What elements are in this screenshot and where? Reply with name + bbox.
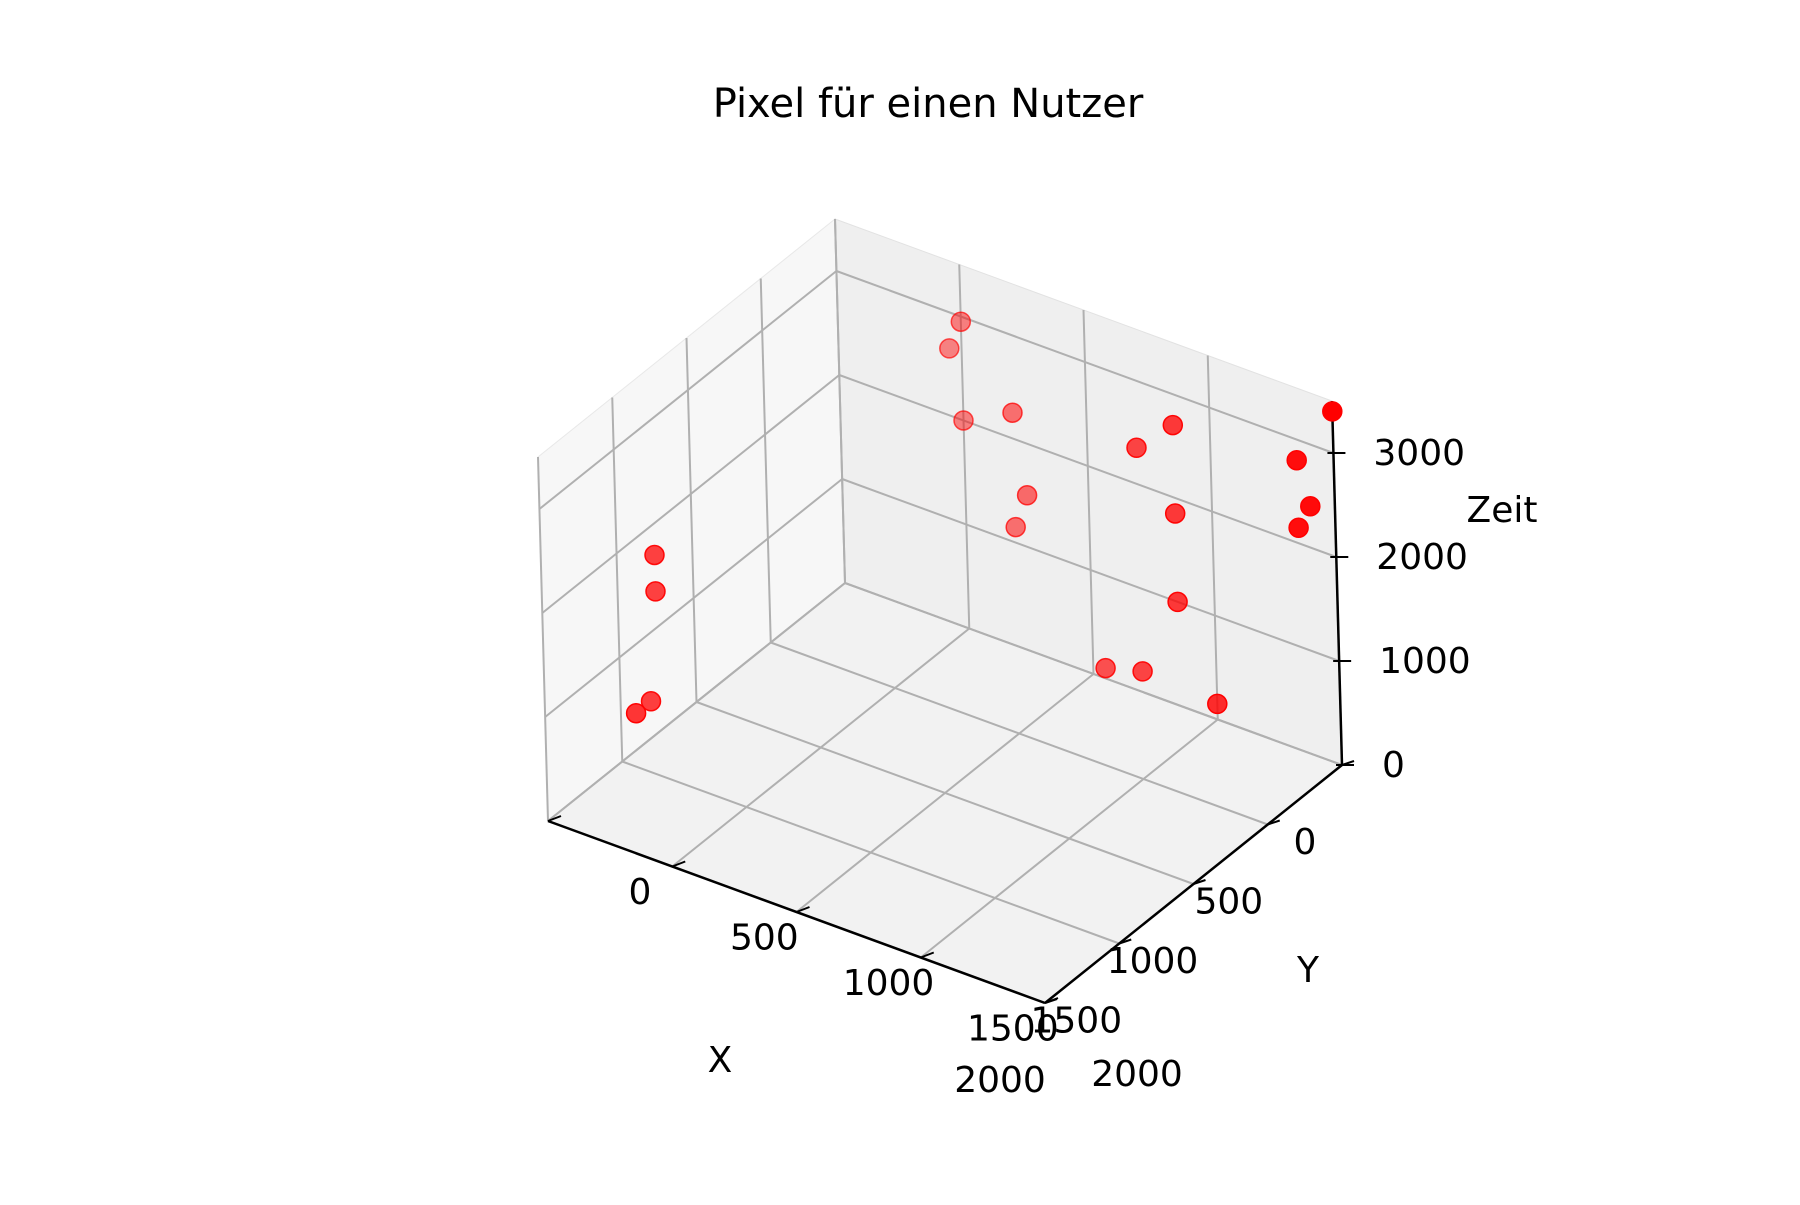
data-point — [1300, 496, 1321, 517]
data-point — [1002, 402, 1023, 423]
data-point — [950, 311, 972, 332]
y-tick-label: 1500 — [967, 1009, 1059, 1050]
y-tick-label: 0 — [629, 872, 652, 913]
data-point — [1016, 485, 1038, 506]
data-point — [1164, 503, 1186, 524]
grid-line-z-back — [844, 582, 1343, 766]
z-tick-label: 0 — [1382, 745, 1405, 786]
grid-line-y-wall — [1206, 355, 1219, 720]
data-point — [644, 544, 665, 566]
data-point — [953, 410, 974, 431]
grid-line-y-floor — [671, 627, 970, 868]
y-axis-label: Y — [1296, 950, 1320, 991]
z-tick-label: 3000 — [1373, 433, 1465, 474]
x-tick-mark — [1267, 819, 1281, 826]
data-point — [640, 691, 662, 712]
x-tick-mark — [1118, 938, 1132, 945]
x-tick-label: 500 — [1194, 882, 1263, 923]
data-point — [1095, 657, 1116, 679]
x-tick-label: 1500 — [1030, 1001, 1122, 1042]
z-axis-line — [1330, 400, 1344, 766]
data-point — [1162, 414, 1184, 436]
tick-labels: 0 500 1000 1500 2000 0 500 1000 1500 2000 0 1000 200… — [629, 433, 1471, 1101]
data-point — [1207, 693, 1228, 715]
data-point — [1167, 591, 1188, 613]
x-axis-label: X — [708, 1040, 733, 1081]
y-tick-label: 500 — [730, 918, 799, 959]
grid-line-y-wall — [834, 218, 846, 584]
grid-line-z-back — [838, 374, 1337, 558]
grid-line-z-left — [544, 478, 843, 718]
grid-line-z-left — [538, 270, 838, 510]
data-point — [1286, 449, 1307, 471]
tick-marks — [547, 452, 1355, 1004]
grid-line-y-floor — [795, 673, 1095, 913]
data-points — [625, 311, 1343, 724]
grid-line-y-wall — [958, 264, 971, 629]
y-tick-mark — [547, 815, 562, 822]
grid-line-z-back — [841, 478, 1340, 662]
grid-line-y-floor — [920, 718, 1219, 959]
data-point — [625, 702, 647, 724]
z-tick-label: 2000 — [1376, 537, 1468, 578]
y-tick-mark — [671, 860, 686, 868]
grid-line-y-wall — [1082, 309, 1095, 675]
data-point — [1005, 516, 1026, 538]
grid-line-z-left — [547, 582, 846, 822]
y-tick-mark — [1044, 997, 1059, 1004]
y-tick-label: 2000 — [1091, 1054, 1183, 1095]
grid-line-z-left — [541, 374, 840, 614]
grid-line-x-wall — [611, 397, 624, 762]
x-tick-label: 1000 — [1107, 941, 1199, 982]
x-tick-label: 2000 — [954, 1060, 1046, 1101]
data-point — [1288, 517, 1309, 539]
chart-title: Pixel für einen Nutzer — [713, 81, 1144, 127]
y-tick-label: 1000 — [843, 963, 935, 1004]
data-point — [939, 338, 960, 359]
grid-line-x-wall — [685, 337, 698, 703]
grid-line-x-wall — [537, 456, 549, 822]
data-point — [1132, 661, 1153, 682]
z-axis-label: Zeit — [1467, 490, 1538, 531]
grid-line-z-back — [836, 270, 1334, 454]
x-tick-label: 0 — [1294, 822, 1317, 863]
z-tick-label: 1000 — [1379, 641, 1471, 682]
y-tick-mark — [920, 951, 935, 959]
data-point — [1126, 437, 1147, 459]
x-tick-mark — [1193, 879, 1206, 885]
data-point — [1322, 401, 1343, 422]
data-point — [645, 581, 666, 602]
grid-line-x-wall — [759, 278, 772, 643]
y-tick-mark — [796, 906, 810, 913]
